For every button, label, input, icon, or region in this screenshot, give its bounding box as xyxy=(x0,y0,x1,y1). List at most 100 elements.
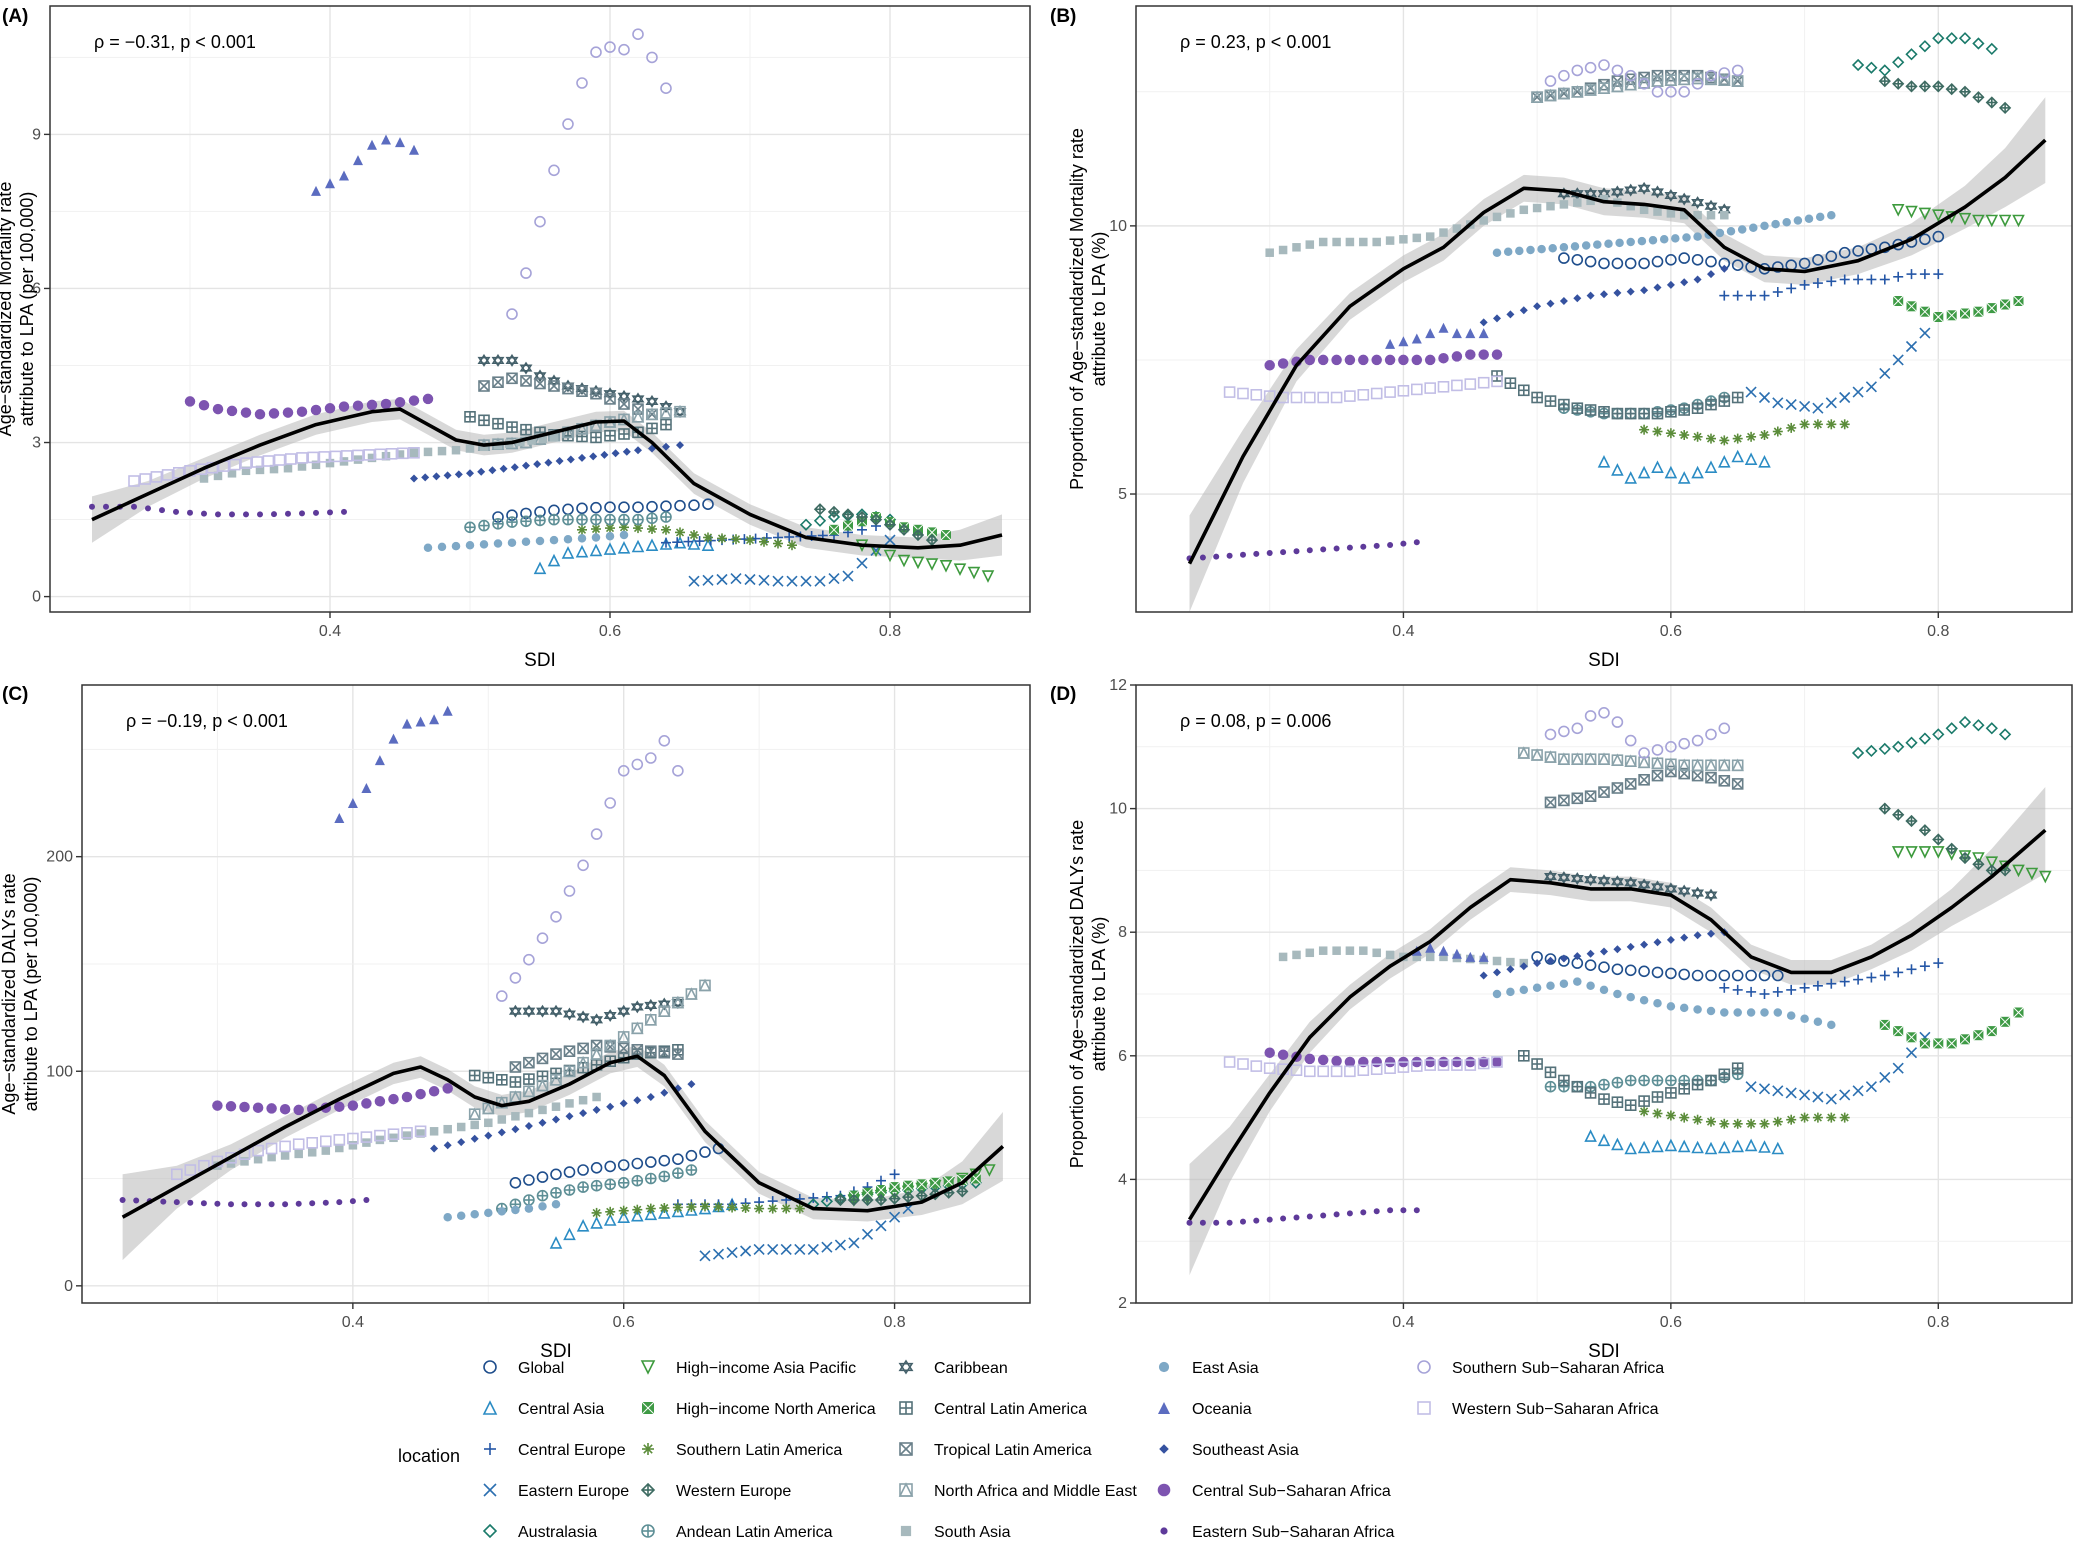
data-point xyxy=(1253,1217,1260,1224)
data-point xyxy=(1772,287,1783,297)
data-point xyxy=(1615,238,1624,248)
data-point xyxy=(673,404,687,418)
data-point xyxy=(633,523,643,534)
legend-label: Central Latin America xyxy=(934,1401,1087,1418)
panel-border xyxy=(49,5,1031,613)
series-western-sub-saharan-africa xyxy=(1223,375,1503,404)
data-point xyxy=(544,458,553,467)
data-point xyxy=(925,558,939,571)
data-point xyxy=(457,1138,466,1147)
data-point xyxy=(1624,1099,1637,1111)
panel-a-plot: 0.4 0.6 0.8 0 3 6 9 SDI Age−standardized Mortali… xyxy=(0,5,1031,671)
legend-label: Western Europe xyxy=(676,1483,791,1500)
data-point xyxy=(1918,846,1932,859)
series-central-latin-america xyxy=(464,410,672,444)
data-point xyxy=(1464,378,1477,390)
data-point xyxy=(1345,237,1355,247)
data-point xyxy=(1320,546,1327,553)
data-point xyxy=(1344,1056,1356,1068)
data-point xyxy=(1878,74,1891,88)
data-point xyxy=(1865,1081,1877,1093)
data-point xyxy=(1720,210,1729,220)
x-tick-label: 0.8 xyxy=(879,623,901,640)
data-point xyxy=(1772,1085,1784,1097)
data-point xyxy=(813,503,827,516)
data-point xyxy=(1492,248,1502,257)
y-tick-label: 100 xyxy=(46,1063,73,1080)
data-point xyxy=(1544,870,1557,884)
data-point xyxy=(1812,1112,1823,1123)
data-point xyxy=(1317,1054,1329,1066)
data-point xyxy=(334,813,345,823)
data-point xyxy=(1812,980,1823,991)
data-point xyxy=(646,422,658,435)
data-point xyxy=(820,1195,834,1208)
data-point xyxy=(267,1152,276,1162)
data-point xyxy=(1958,715,1972,729)
data-point xyxy=(313,509,319,516)
series-central-europe xyxy=(1719,958,1944,999)
legend-label: Eastern Sub−Saharan Africa xyxy=(1192,1524,1394,1541)
data-point xyxy=(1653,938,1662,947)
series-central-latin-america xyxy=(1518,1050,1744,1111)
data-point xyxy=(1638,747,1650,759)
data-point xyxy=(534,377,546,390)
data-point xyxy=(484,1131,493,1140)
x-tick-label: 0.6 xyxy=(613,1314,635,1331)
data-point xyxy=(1919,306,1931,318)
data-point xyxy=(437,446,447,456)
data-point xyxy=(1665,967,1677,980)
data-point xyxy=(1639,205,1649,215)
data-point xyxy=(1839,274,1850,285)
data-point xyxy=(1680,933,1689,942)
data-point xyxy=(1799,400,1811,412)
data-point xyxy=(1359,946,1368,955)
data-point xyxy=(119,1197,126,1203)
data-point xyxy=(674,499,686,512)
data-point xyxy=(295,1200,302,1207)
data-point xyxy=(2012,864,2025,878)
data-point xyxy=(240,1157,249,1166)
data-point xyxy=(683,536,694,547)
data-point xyxy=(284,453,297,465)
data-point xyxy=(521,537,531,547)
legend-key xyxy=(898,1482,914,1497)
data-point xyxy=(1515,246,1524,256)
legend-item-high-income-asia-pacific: High−income Asia Pacific xyxy=(640,1360,856,1377)
data-point xyxy=(524,1108,534,1118)
data-point xyxy=(592,1092,601,1102)
series-western-sub-saharan-africa xyxy=(171,1125,427,1181)
x-tick-label: 0.6 xyxy=(599,623,621,640)
data-point xyxy=(268,408,280,419)
data-point xyxy=(1812,253,1824,266)
data-point xyxy=(339,170,349,181)
data-point xyxy=(1526,245,1535,255)
data-point xyxy=(1292,243,1301,252)
data-point xyxy=(257,511,263,518)
data-point xyxy=(1665,253,1677,266)
data-point xyxy=(644,1172,657,1185)
data-point xyxy=(385,447,398,460)
data-point xyxy=(1773,1008,1783,1017)
data-point xyxy=(1412,233,1422,243)
data-point xyxy=(2013,1007,2024,1018)
data-point xyxy=(1506,957,1515,967)
data-point xyxy=(495,1074,508,1086)
legend-key xyxy=(1158,1361,1170,1373)
data-point xyxy=(1570,242,1580,251)
data-point xyxy=(422,393,434,405)
data-point xyxy=(1557,752,1571,766)
data-point xyxy=(1332,237,1341,247)
data-point xyxy=(618,428,630,440)
data-point xyxy=(794,1203,805,1214)
data-point xyxy=(1906,964,1917,975)
data-point xyxy=(402,1131,412,1140)
data-point xyxy=(273,454,286,466)
data-point xyxy=(523,1194,535,1206)
correlation-annotation: ρ = 0.23, p < 0.001 xyxy=(1180,32,1331,52)
data-point xyxy=(1330,1065,1343,1078)
data-point xyxy=(1985,722,1998,735)
data-point xyxy=(534,514,546,527)
data-point xyxy=(492,517,504,530)
data-point xyxy=(464,410,476,423)
